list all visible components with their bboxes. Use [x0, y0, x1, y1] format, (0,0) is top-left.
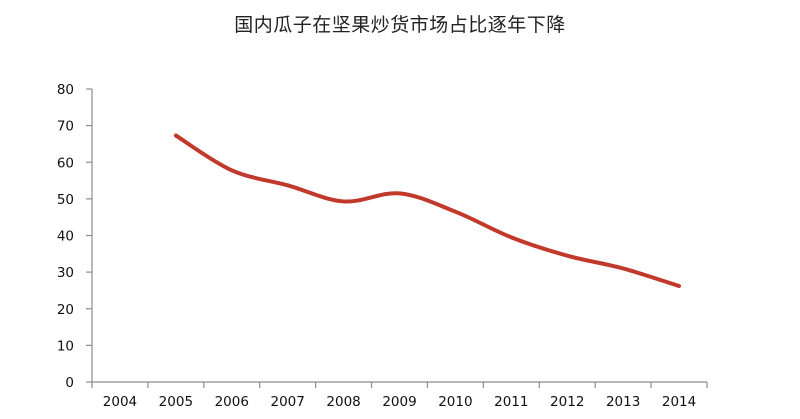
x-tick-label: 2013	[606, 394, 640, 410]
y-axis: 0 10 20 30 40 50 60 70 80	[57, 82, 93, 391]
x-tick-label: 2004	[103, 394, 137, 410]
x-tick-label: 2007	[271, 394, 305, 410]
x-tick-label: 2012	[550, 394, 584, 410]
y-tick-label: 80	[57, 82, 74, 98]
data-point	[621, 266, 625, 270]
series-line	[173, 133, 682, 289]
x-tick-label: 2014	[662, 394, 696, 410]
x-axis: 2004 2005 2006 2007 2008 2009 2010 2011 2012 2013…	[91, 381, 708, 410]
x-tick-label: 2011	[494, 394, 528, 410]
y-tick-label: 30	[57, 265, 74, 281]
y-tick-label: 0	[65, 375, 74, 391]
x-tick-label: 2008	[326, 394, 360, 410]
data-point	[453, 210, 457, 214]
series-layer	[173, 133, 682, 289]
y-tick-label: 70	[57, 119, 74, 135]
data-point	[677, 284, 681, 288]
x-tick-label: 2010	[438, 394, 472, 410]
y-tick-label: 20	[57, 302, 74, 318]
data-point	[509, 235, 513, 239]
y-tick-label: 50	[57, 192, 74, 208]
x-tick-label: 2005	[159, 394, 193, 410]
y-tick-label: 40	[57, 229, 74, 245]
data-point	[398, 191, 402, 195]
chart-title: 国内瓜子在坚果炒货市场占比逐年下降	[234, 14, 566, 36]
data-point	[286, 183, 290, 187]
data-point	[174, 134, 178, 138]
x-tick-label: 2006	[215, 394, 249, 410]
y-tick-label: 60	[57, 155, 74, 171]
y-tick-label: 10	[57, 338, 74, 354]
data-point	[565, 254, 569, 258]
x-tick-label: 2009	[382, 394, 416, 410]
data-point	[342, 199, 346, 203]
data-point	[230, 168, 234, 172]
